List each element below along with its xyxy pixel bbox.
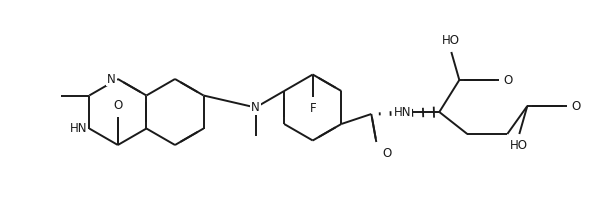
- Text: HN: HN: [394, 106, 411, 118]
- Text: O: O: [113, 99, 123, 112]
- Text: HN: HN: [70, 122, 87, 135]
- Text: F: F: [309, 101, 316, 114]
- Text: O: O: [382, 147, 392, 160]
- Text: HO: HO: [510, 139, 528, 152]
- Text: N: N: [251, 101, 260, 114]
- Text: HO: HO: [442, 34, 460, 47]
- Text: N: N: [107, 73, 116, 86]
- Text: O: O: [571, 99, 581, 112]
- Text: O: O: [503, 73, 513, 86]
